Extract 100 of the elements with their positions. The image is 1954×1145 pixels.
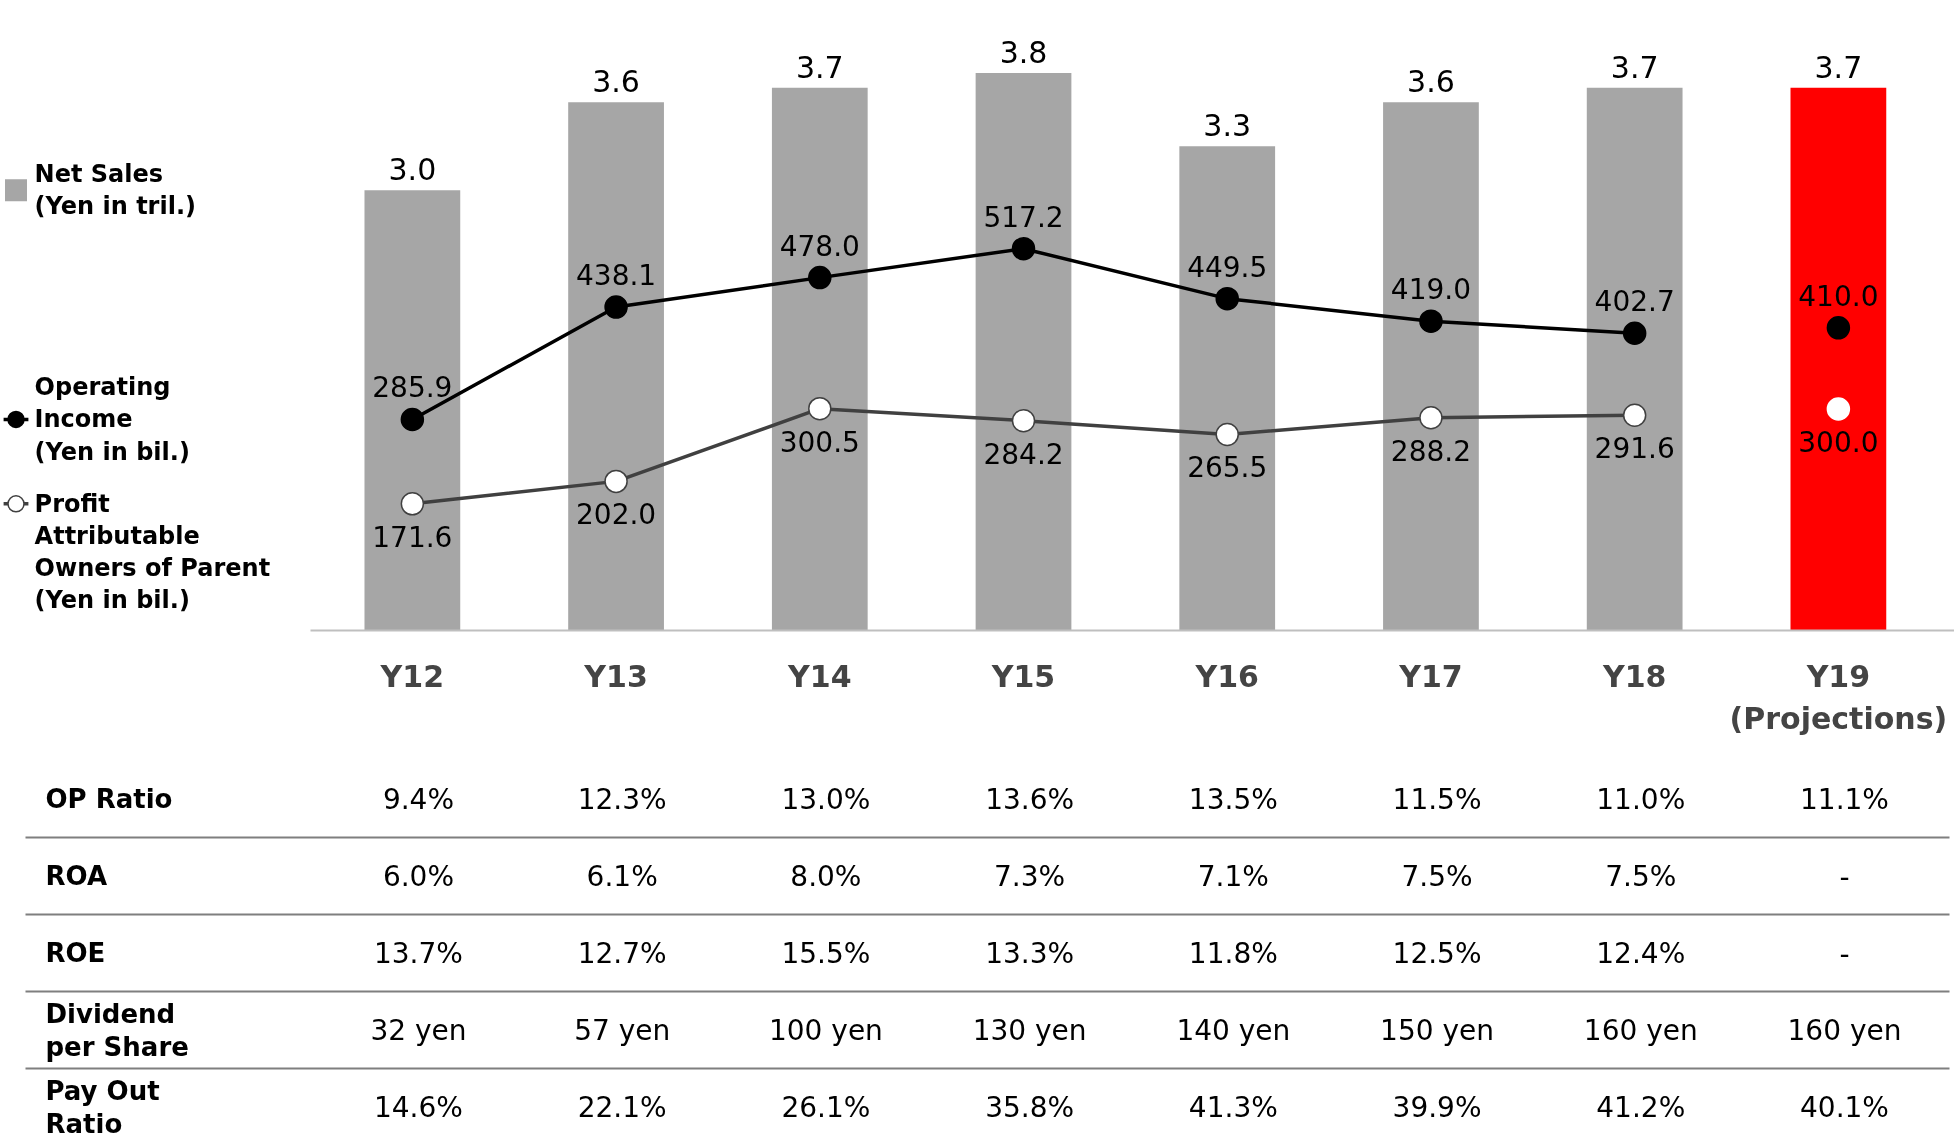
point — [1622, 321, 1647, 345]
text: 12.4% — [1596, 936, 1686, 970]
text: 41.2% — [1596, 1090, 1686, 1124]
point — [604, 295, 628, 319]
bar — [1179, 146, 1276, 631]
text: 11.1% — [1800, 782, 1889, 816]
point — [1011, 236, 1036, 261]
text: 130 yen — [972, 1013, 1087, 1047]
x-tick-label: Y14 — [787, 658, 852, 694]
text: 32 yen — [370, 1013, 467, 1047]
point — [1215, 286, 1239, 311]
data-label: 3.7 — [1814, 49, 1863, 85]
point — [808, 265, 832, 290]
data-label: 3.8 — [999, 34, 1048, 70]
text: 57 yen — [574, 1013, 671, 1047]
data-label: 3.7 — [795, 49, 844, 85]
legend-label: Operating Income (Yen in bil.) — [34, 373, 190, 466]
data-label: 438.1 — [576, 259, 657, 293]
text: 9.4% — [382, 782, 455, 816]
data-label: 300.5 — [779, 425, 860, 459]
data-label: 171.6 — [372, 520, 453, 554]
x-tick-label: Y12 — [379, 658, 445, 694]
text: 12.7% — [577, 936, 667, 970]
bar — [771, 87, 868, 631]
text: - — [1839, 860, 1850, 894]
text: 11.0% — [1596, 782, 1686, 816]
data-label: 3.0 — [388, 152, 437, 188]
data-label: 449.5 — [1187, 250, 1268, 284]
data-label: 202.0 — [576, 498, 657, 532]
text: 14.6% — [374, 1090, 463, 1124]
text: 8.0% — [790, 859, 862, 893]
text: 13.0% — [781, 782, 871, 816]
data-label: 3.3 — [1203, 108, 1252, 144]
bar — [1790, 87, 1887, 631]
text: ROE — [45, 938, 106, 968]
x-tick-label: Y15 — [990, 658, 1056, 694]
data-label: 402.7 — [1594, 285, 1675, 319]
point — [1419, 406, 1443, 430]
point — [1215, 422, 1239, 447]
text: 140 yen — [1176, 1013, 1291, 1047]
text: 7.5% — [1605, 859, 1677, 893]
text: 150 yen — [1380, 1013, 1494, 1047]
text: 7.1% — [1197, 859, 1269, 893]
text: 12.3% — [577, 782, 667, 816]
bar — [364, 190, 461, 631]
text: 13.3% — [985, 936, 1075, 970]
text: 15.5% — [781, 936, 871, 970]
data-label: 300.0 — [1798, 426, 1879, 460]
data-label: 3.6 — [1407, 64, 1455, 100]
point — [808, 396, 832, 421]
text: 7.5% — [1401, 859, 1473, 893]
point — [400, 407, 425, 432]
legend-label: Profit Attributable Owners of Parent (Yen in bil.) — [34, 489, 271, 615]
text: 7.3% — [994, 859, 1066, 893]
text: 6.0% — [382, 859, 455, 893]
text: 6.1% — [586, 859, 658, 893]
x-tick-label: Y17 — [1398, 658, 1463, 694]
data-label: 291.6 — [1594, 432, 1675, 466]
text: 35.8% — [985, 1090, 1075, 1124]
text: Pay Out Ratio — [45, 1075, 160, 1139]
point — [604, 469, 628, 494]
bar — [975, 72, 1072, 631]
text: Dividend per Share — [45, 998, 189, 1062]
text: 160 yen — [1787, 1013, 1902, 1047]
data-label: 410.0 — [1798, 279, 1879, 313]
data-label: 3.7 — [1610, 49, 1659, 85]
x-tick-label: Y19 (Projections) — [1729, 658, 1948, 736]
text: 40.1% — [1800, 1090, 1889, 1124]
data-label: 419.0 — [1390, 273, 1472, 307]
bar — [568, 102, 664, 631]
text: 13.6% — [985, 782, 1075, 816]
data-label: 285.9 — [372, 371, 453, 405]
x-tick-label: Y18 — [1601, 658, 1667, 694]
text: 160 yen — [1583, 1013, 1698, 1047]
text: 41.3% — [1188, 1090, 1278, 1124]
text: 100 yen — [768, 1013, 883, 1047]
legend-label: Net Sales (Yen in tril.) — [34, 160, 196, 221]
x-tick-label: Y16 — [1194, 658, 1259, 694]
point — [400, 492, 425, 516]
text: ROA — [45, 861, 108, 891]
text: 13.7% — [374, 936, 463, 970]
data-label: 517.2 — [983, 200, 1064, 234]
text: 39.9% — [1392, 1090, 1482, 1124]
data-label: 265.5 — [1187, 451, 1268, 485]
data-label: 284.2 — [983, 437, 1064, 471]
text: 26.1% — [781, 1090, 871, 1124]
point — [1419, 309, 1443, 333]
text: OP Ratio — [45, 784, 173, 814]
text: - — [1839, 937, 1850, 971]
x-tick-label: Y13 — [583, 658, 648, 694]
bar — [1586, 87, 1683, 631]
data-label: 478.0 — [779, 229, 860, 263]
data-label: 288.2 — [1390, 434, 1472, 468]
point — [1011, 408, 1036, 433]
point — [1622, 403, 1647, 427]
text: 11.8% — [1188, 936, 1278, 970]
data-label: 3.6 — [592, 64, 640, 100]
text: 13.5% — [1188, 782, 1278, 816]
bar — [1383, 102, 1479, 631]
text: 11.5% — [1392, 782, 1482, 816]
